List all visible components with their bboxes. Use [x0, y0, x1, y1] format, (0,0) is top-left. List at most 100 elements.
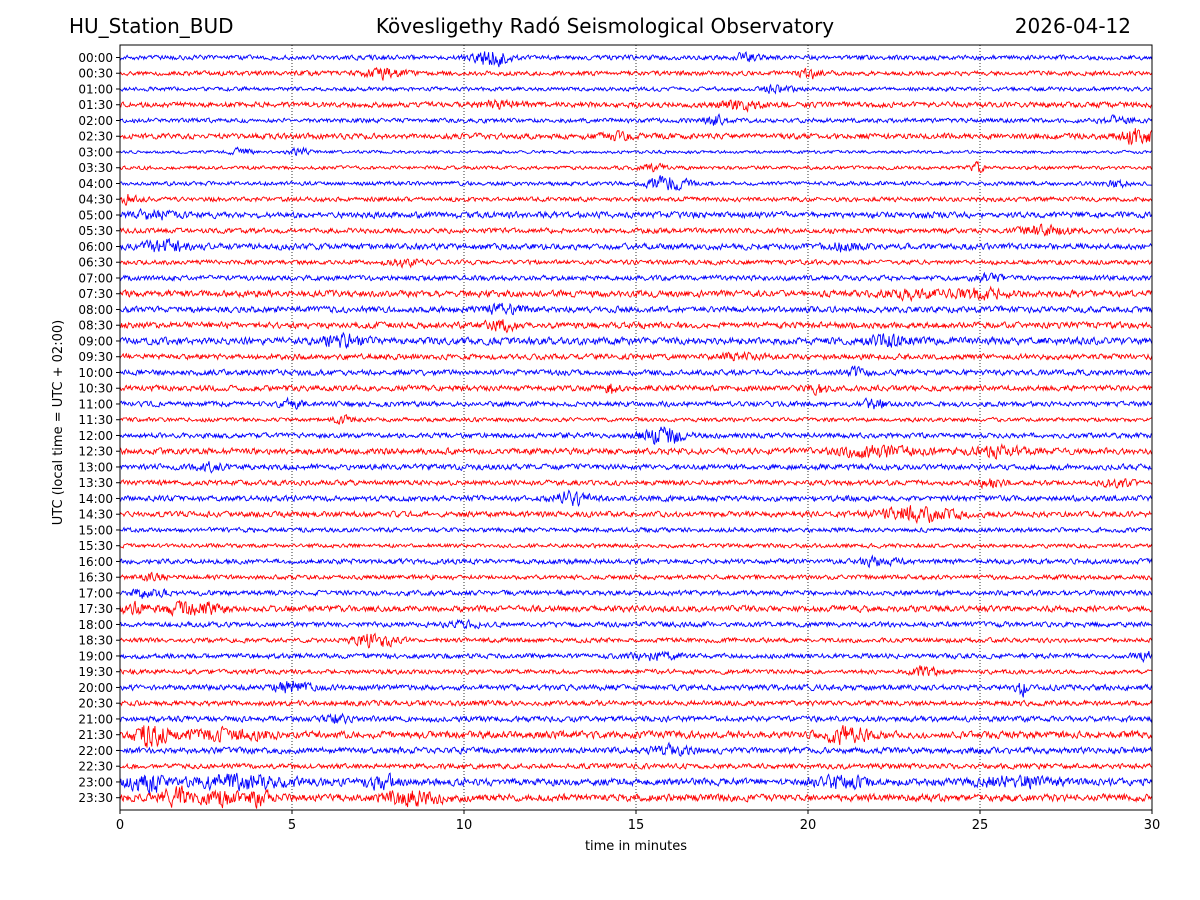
trace-1000 [119, 365, 1153, 378]
trace-2130 [119, 725, 1153, 748]
trace-1330 [119, 477, 1153, 490]
trace-0100 [119, 83, 1153, 95]
x-axis-label: time in minutes [585, 839, 687, 854]
y-axis-label: UTC (local time = UTC + 02:00) [51, 320, 66, 525]
trace-0200 [119, 113, 1153, 127]
trace-0630 [119, 258, 1153, 269]
y-tick-label: 20:30 [78, 697, 113, 711]
y-tick-label: 21:00 [78, 712, 113, 726]
trace-0230 [119, 128, 1153, 146]
trace-1430 [119, 505, 1153, 525]
y-tick-label: 06:00 [78, 240, 113, 254]
y-tick-label: 13:00 [78, 460, 113, 474]
trace-1300 [119, 461, 1153, 474]
trace-0800 [119, 302, 1153, 316]
y-tick-label: 18:30 [78, 634, 113, 648]
y-tick-label: 05:00 [78, 208, 113, 222]
y-tick-label: 14:30 [78, 508, 113, 522]
trace-1200 [119, 426, 1153, 445]
y-tick-label: 15:30 [78, 539, 113, 553]
x-axis-ticks: 0 5 10 15 20 25 30 [116, 810, 1160, 833]
y-tick-label: 06:30 [78, 256, 113, 270]
x-tick-label: 25 [972, 818, 989, 833]
y-tick-label: 22:00 [78, 744, 113, 758]
trace-1800 [119, 618, 1153, 630]
y-tick-label: 09:30 [78, 350, 113, 364]
x-tick-label: 15 [628, 818, 645, 833]
y-tick-label: 19:00 [78, 649, 113, 663]
y-tick-label: 22:30 [78, 760, 113, 774]
y-tick-label: 03:00 [78, 145, 113, 159]
trace-1900 [119, 650, 1153, 664]
trace-0900 [119, 331, 1153, 350]
y-tick-label: 00:30 [78, 67, 113, 81]
y-tick-label: 02:30 [78, 130, 113, 144]
y-tick-label: 02:00 [78, 114, 113, 128]
y-tick-label: 11:00 [78, 397, 113, 411]
y-tick-label: 00:00 [78, 51, 113, 65]
trace-1030 [119, 383, 1153, 396]
trace-0330 [119, 160, 1153, 174]
trace-1830 [119, 632, 1153, 649]
y-tick-label: 16:30 [78, 571, 113, 585]
seismic-traces [119, 51, 1153, 809]
trace-1730 [119, 599, 1153, 618]
y-tick-label: 13:30 [78, 476, 113, 490]
y-tick-label: 08:00 [78, 303, 113, 317]
x-tick-label: 0 [116, 818, 124, 833]
y-tick-label: 11:30 [78, 413, 113, 427]
trace-2230 [119, 762, 1153, 771]
y-tick-label: 08:30 [78, 319, 113, 333]
trace-2300 [119, 772, 1153, 795]
y-tick-label: 23:30 [78, 791, 113, 805]
y-tick-label: 04:30 [78, 193, 113, 207]
y-tick-label: 10:00 [78, 366, 113, 380]
trace-2330 [119, 785, 1153, 809]
trace-1130 [119, 414, 1153, 425]
y-tick-label: 10:30 [78, 382, 113, 396]
y-tick-label: 15:00 [78, 523, 113, 537]
trace-0300 [119, 146, 1153, 157]
y-tick-label: 18:00 [78, 618, 113, 632]
trace-2200 [119, 741, 1153, 757]
y-tick-label: 20:00 [78, 681, 113, 695]
trace-1500 [119, 526, 1153, 534]
trace-2100 [119, 712, 1153, 725]
trace-0930 [119, 350, 1153, 362]
trace-1600 [119, 554, 1153, 569]
y-tick-label: 03:30 [78, 161, 113, 175]
y-tick-label: 21:30 [78, 728, 113, 742]
y-tick-label: 04:00 [78, 177, 113, 191]
trace-1930 [119, 665, 1153, 678]
trace-1700 [119, 588, 1153, 599]
y-tick-label: 05:30 [78, 224, 113, 238]
y-tick-label: 19:30 [78, 665, 113, 679]
trace-0430 [119, 193, 1153, 206]
plot-frame [119, 44, 1153, 811]
trace-0500 [119, 207, 1153, 221]
y-tick-label: 17:00 [78, 586, 113, 600]
y-tick-label: 12:00 [78, 429, 113, 443]
y-tick-label: 01:00 [78, 82, 113, 96]
y-tick-label: 16:00 [78, 555, 113, 569]
x-tick-label: 30 [1144, 818, 1161, 833]
x-tick-label: 5 [288, 818, 296, 833]
trace-0030 [119, 66, 1153, 81]
trace-2000 [119, 680, 1153, 698]
y-tick-label: 07:00 [78, 271, 113, 285]
grid-lines [291, 45, 981, 810]
trace-1630 [119, 571, 1153, 583]
trace-0530 [119, 223, 1153, 237]
trace-2030 [119, 699, 1153, 707]
trace-1530 [119, 542, 1153, 549]
chart-title: Kövesligethy Radó Seismological Observat… [375, 14, 835, 38]
trace-0400 [119, 175, 1153, 191]
trace-1100 [119, 396, 1153, 410]
y-tick-label: 17:30 [78, 602, 113, 616]
x-tick-label: 10 [456, 818, 473, 833]
y-tick-label: 12:30 [78, 445, 113, 459]
trace-0130 [119, 98, 1153, 113]
y-tick-label: 09:00 [78, 334, 113, 348]
